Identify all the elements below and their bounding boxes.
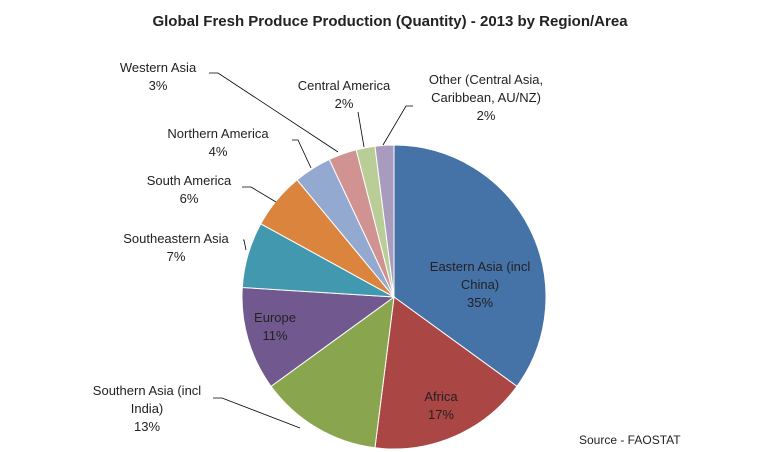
slice-label: Africa 17% <box>424 388 457 424</box>
slice-name: Southeastern Asia <box>123 231 229 246</box>
slice-label: Europe 11% <box>254 309 296 345</box>
slice-label: South America 6% <box>147 172 232 208</box>
slice-name: Central America <box>297 78 391 93</box>
slice-name: Northern America <box>167 126 269 141</box>
slice-value: 35% <box>466 295 494 310</box>
slice-label: Southeastern Asia 7% <box>123 230 229 266</box>
slice-name: Southern Asia (incl India) <box>92 383 202 416</box>
slice-value: 11% <box>262 328 288 343</box>
pie-slice <box>393 144 547 388</box>
slice-name: Africa <box>424 389 458 404</box>
slice-label: Southern Asia (incl India) 13% <box>93 382 201 436</box>
slice-label: Central America 2% <box>298 77 390 113</box>
slice-name: Europe <box>254 310 296 325</box>
slice-value: 7% <box>166 249 186 264</box>
pie-slice <box>374 296 518 450</box>
slice-value: 2% <box>334 96 354 111</box>
source-note: Source - FAOSTAT <box>579 433 681 447</box>
pie-slice <box>241 286 396 388</box>
leader-line <box>292 139 312 169</box>
slice-name: Eastern Asia (incl China) <box>429 259 531 292</box>
leader-line <box>242 186 277 203</box>
slice-label: Eastern Asia (incl China) 35% <box>430 258 530 312</box>
leader-line <box>382 105 413 146</box>
leader-line <box>213 397 301 429</box>
slice-name: South America <box>146 173 232 188</box>
slice-value: 17% <box>427 407 455 422</box>
slice-value: 6% <box>179 191 199 206</box>
slice-value: 2% <box>476 108 496 123</box>
slice-label: Other (Central Asia, Caribbean, AU/NZ) 2% <box>429 71 543 125</box>
slice-label: Western Asia 3% <box>120 59 196 95</box>
pie-slice <box>374 144 395 298</box>
slice-value: 3% <box>148 78 168 93</box>
leader-line <box>243 239 247 251</box>
slice-value: 13% <box>133 419 161 434</box>
slice-value: 4% <box>208 144 228 159</box>
slice-label: Northern America 4% <box>167 125 268 161</box>
slice-name: Western Asia <box>119 60 197 75</box>
chart-title: Global Fresh Produce Production (Quantit… <box>152 13 628 30</box>
leader-line <box>357 111 365 148</box>
pie-slice <box>270 295 395 449</box>
leader-line <box>209 72 339 153</box>
slice-name: Other (Central Asia, Caribbean, AU/NZ) <box>428 72 544 105</box>
